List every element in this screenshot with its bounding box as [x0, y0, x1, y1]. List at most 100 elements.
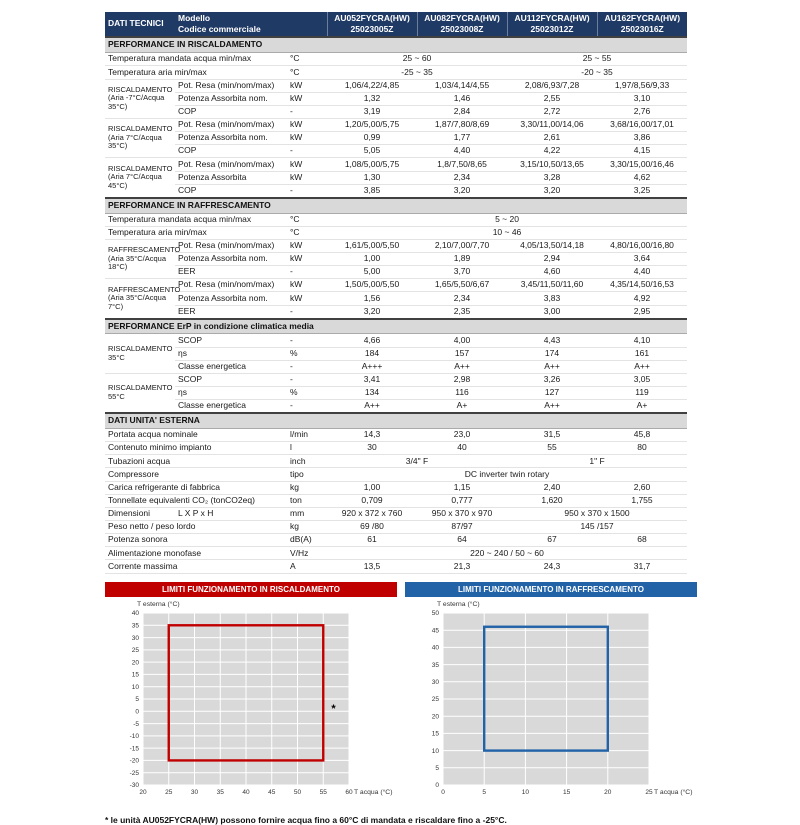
table-cell: 127: [507, 386, 597, 401]
table-cell: kW: [287, 291, 327, 306]
table-cell: 31,7: [597, 559, 687, 574]
table-cell: 87/97: [417, 520, 507, 535]
table-cell: 61: [327, 533, 417, 548]
svg-text:-20: -20: [130, 757, 140, 764]
section-title: DATI UNITA' ESTERNA: [105, 412, 687, 430]
table-cell: 0,709: [327, 494, 417, 508]
svg-text:40: 40: [432, 644, 440, 651]
cooling-limits-plot: 0 5 10 15 20 25 0 5 10 15 20 25 30 35 40 45 50 T esterna …: [405, 596, 697, 807]
table-row: Portata acqua nominale l/min 14,3 23,0 31,5 4…: [105, 428, 687, 443]
table-row: RISCALDAMENTO (Aria 7°C/Acqua 35°C) Pot. …: [105, 118, 687, 159]
table-row: RAFFRESCAMENTO (Aria 35°C/Acqua 18°C) Pot…: [105, 239, 687, 280]
table-cell: kg: [287, 481, 327, 495]
y-axis-label: T esterna (°C): [437, 600, 480, 608]
svg-text:5: 5: [435, 765, 439, 772]
table-row: Contenuto minimo impianto l 30 40 55 80: [105, 441, 687, 456]
table-cell: 2,98: [417, 373, 507, 388]
table-cell: 1,20/5,00/5,75: [327, 118, 417, 133]
table-cell: 4,92: [597, 291, 687, 306]
table-cell: EER: [175, 305, 287, 320]
table-cell: dB(A): [287, 533, 327, 548]
table-cell: 21,3: [417, 559, 507, 574]
table-cell: Potenza sonora: [105, 533, 287, 548]
table-cell: 4,40: [417, 144, 507, 159]
table-cell: Potenza Assorbita nom.: [175, 291, 287, 306]
table-cell: 3,28: [507, 171, 597, 185]
table-cell: 3,05: [597, 373, 687, 388]
table-cell: 1,77: [417, 131, 507, 146]
table-row: EER -5,00 3,70 4,60 4,40: [105, 265, 687, 280]
table-cell: Tonnellate equivalenti CO₂ (tonCO2eq): [105, 494, 287, 508]
svg-text:30: 30: [132, 634, 140, 641]
table-cell: °C: [287, 65, 327, 80]
spec-table: DATI TECNICI Modello Codice commerciale …: [105, 12, 687, 574]
table-cell: 4,80/16,00/16,80: [597, 239, 687, 253]
table-cell: Temperatura aria min/max: [105, 65, 287, 80]
table-cell: kW: [287, 239, 327, 253]
table-cell: kW: [287, 157, 327, 172]
table-cell: A++: [507, 399, 597, 414]
table-cell: RISCALDAMENTO 55°C: [105, 373, 175, 414]
table-cell: 4,22: [507, 144, 597, 159]
table-cell: 1,32: [327, 92, 417, 106]
table-cell: 4,00: [417, 333, 507, 348]
x-axis-label: T acqua (°C): [354, 788, 392, 796]
svg-text:55: 55: [320, 789, 328, 796]
table-cell: Peso netto / peso lordo: [105, 520, 287, 535]
table-row: RISCALDAMENTO (Aria -7°C/Acqua 35°C) Pot.…: [105, 79, 687, 119]
table-cell: tipo: [287, 467, 327, 482]
table-cell: RAFFRESCAMENTO (Aria 35°C/Acqua 7°C): [105, 278, 180, 320]
table-cell: RISCALDAMENTO (Aria 7°C/Acqua 35°C): [105, 118, 175, 159]
svg-text:25: 25: [165, 789, 173, 796]
table-cell: Alimentazione monofase: [105, 546, 287, 561]
svg-text:25: 25: [645, 789, 653, 796]
table-row: COP -3,85 3,20 3,20 3,25: [105, 184, 687, 199]
table-row: Potenza Assorbita nom. kW 1,56 2,34 3,83 4,92: [105, 291, 687, 306]
table-cell: 1,46: [417, 92, 507, 106]
table-cell: 3,68/16,00/17,01: [597, 118, 687, 133]
table-cell: Tubazioni acqua: [105, 454, 287, 469]
svg-text:0: 0: [135, 708, 139, 715]
svg-text:20: 20: [132, 659, 140, 666]
svg-text:30: 30: [191, 789, 199, 796]
svg-text:50: 50: [294, 789, 302, 796]
cooling-limits-chart: LIMITI FUNZIONAMENTO IN RAFFRESCAMENTO 0…: [405, 581, 697, 807]
table-cell: 2,35: [417, 305, 507, 320]
table-cell: Temperatura mandata acqua min/max: [105, 213, 287, 227]
table-cell: kW: [287, 92, 327, 106]
model-column-header: AU082FYCRA(HW) 25023008Z: [416, 12, 507, 38]
table-cell: 3,64: [597, 252, 687, 267]
table-cell: 25 ~ 60: [327, 52, 507, 67]
code-label: Codice commerciale: [178, 24, 261, 35]
table-cell: Pot. Resa (min/nom/max): [175, 79, 287, 93]
operating-region: [167, 623, 325, 762]
table-cell: 1,50/5,00/5,50: [327, 278, 417, 293]
table-row: Temperatura aria min/max °C 10 ~ 46: [105, 226, 687, 240]
svg-text:40: 40: [242, 789, 250, 796]
table-cell: 2,72: [507, 105, 597, 119]
table-cell: COP: [175, 184, 287, 199]
model-code: 25023012Z: [530, 24, 574, 35]
table-row: Potenza Assorbita nom. kW 1,32 1,46 2,55 3,10: [105, 92, 687, 106]
table-cell: l: [287, 441, 327, 456]
table-cell: Carica refrigerante di fabbrica: [105, 481, 287, 495]
table-cell: °C: [287, 52, 327, 67]
table-title: DATI TECNICI: [105, 12, 175, 38]
table-cell: A+: [597, 399, 687, 414]
table-cell: 4,66: [327, 333, 417, 348]
table-cell: 55: [507, 441, 597, 456]
table-cell: %: [287, 347, 327, 361]
table-cell: 3,20: [417, 184, 507, 199]
table-cell: A++: [597, 360, 687, 374]
table-cell: Contenuto minimo impianto: [105, 441, 287, 456]
table-cell: ηs: [175, 386, 287, 401]
table-cell: 24,3: [507, 559, 597, 574]
charts-row: LIMITI FUNZIONAMENTO IN RISCALDAMENTO 20…: [105, 581, 800, 807]
table-cell: Pot. Resa (min/nom/max): [175, 239, 287, 253]
table-cell: 1,06/4,22/4,85: [327, 79, 417, 93]
table-cell: 64: [417, 533, 507, 548]
svg-text:35: 35: [432, 661, 440, 668]
table-cell: 1,65/5,50/6,67: [417, 278, 507, 293]
table-cell: 69 /80: [327, 520, 417, 535]
